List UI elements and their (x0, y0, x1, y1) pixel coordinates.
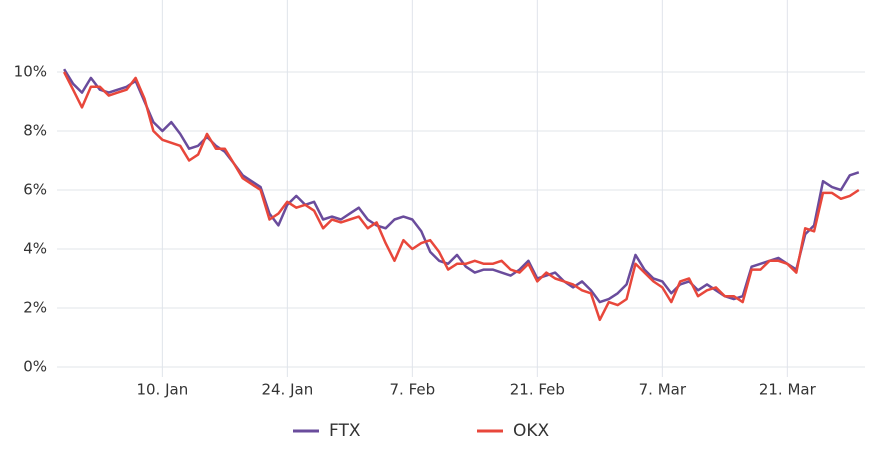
x-tick-label: 24. Jan (261, 381, 313, 399)
x-tick-label: 7. Feb (390, 381, 436, 399)
legend-label: OKX (513, 421, 550, 441)
x-tick-label: 21. Mar (759, 381, 817, 399)
y-tick-label: 4% (23, 240, 47, 258)
x-tick-label: 10. Jan (136, 381, 188, 399)
y-tick-label: 10% (14, 63, 47, 81)
legend-label: FTX (329, 421, 361, 441)
series-line (62, 71, 860, 322)
y-tick-label: 6% (23, 181, 47, 199)
y-tick-label: 0% (23, 358, 47, 376)
y-tick-label: 8% (23, 122, 47, 140)
legend: FTX OKX (293, 421, 550, 441)
x-tick-label: 7. Mar (639, 381, 687, 399)
series-line (63, 68, 860, 304)
x-tick-label: 21. Feb (510, 381, 565, 399)
y-tick-label: 2% (23, 299, 47, 317)
